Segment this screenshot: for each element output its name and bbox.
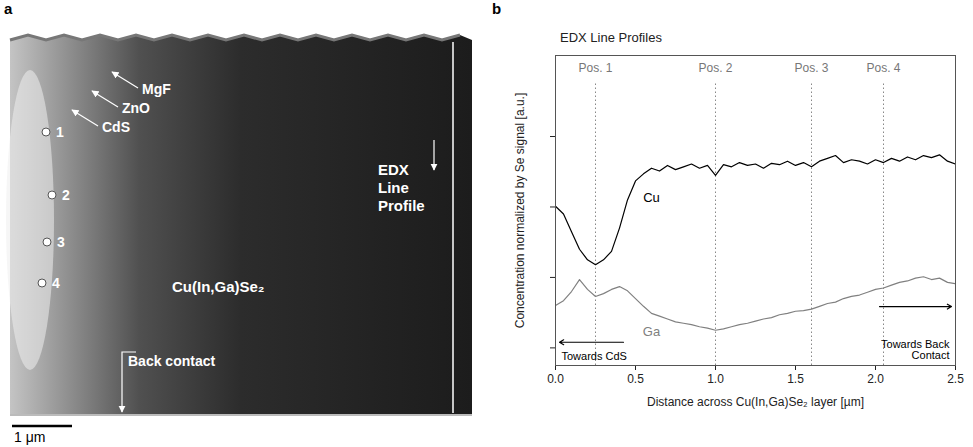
svg-text:Cu: Cu [643, 190, 660, 205]
svg-text:Distance across Cu(In,Ga)Se₂ l: Distance across Cu(In,Ga)Se₂ layer [µm] [647, 395, 864, 409]
svg-text:EDX: EDX [378, 161, 409, 178]
svg-text:Back contact: Back contact [128, 353, 215, 369]
svg-text:1: 1 [56, 124, 64, 140]
html-text:EDX Line Profiles: EDX Line Profiles [560, 30, 662, 45]
svg-text:CdS: CdS [102, 119, 130, 135]
svg-text:Profile: Profile [378, 197, 425, 214]
svg-text:Line: Line [378, 179, 409, 196]
svg-text:Pos. 3: Pos. 3 [794, 61, 828, 75]
html-text:b: b [492, 0, 502, 17]
svg-text:Towards BackContact: Towards BackContact [881, 338, 950, 361]
svg-text:Towards CdS: Towards CdS [562, 350, 627, 362]
svg-text:2: 2 [62, 187, 70, 203]
svg-text:1 μm: 1 μm [14, 429, 45, 445]
svg-text:Ga: Ga [643, 324, 661, 339]
svg-text:ZnO: ZnO [122, 100, 150, 116]
svg-text:a: a [4, 0, 13, 17]
svg-text:2.0: 2.0 [867, 372, 884, 386]
svg-text:Pos. 1: Pos. 1 [578, 61, 612, 75]
svg-text:4: 4 [52, 275, 60, 291]
svg-text:1.5: 1.5 [787, 372, 804, 386]
svg-text:2.5: 2.5 [947, 372, 964, 386]
svg-text:0.5: 0.5 [627, 372, 644, 386]
svg-text:Pos. 2: Pos. 2 [698, 61, 732, 75]
svg-text:Concentration normalized by Se: Concentration normalized by Se signal [a… [513, 93, 527, 328]
svg-text:0.0: 0.0 [547, 372, 564, 386]
svg-text:1.0: 1.0 [707, 372, 724, 386]
svg-text:MgF: MgF [142, 81, 171, 97]
svg-text:Pos. 4: Pos. 4 [866, 61, 900, 75]
svg-text:Cu(In,Ga)Se₂: Cu(In,Ga)Se₂ [172, 278, 265, 295]
svg-text:3: 3 [57, 234, 65, 250]
